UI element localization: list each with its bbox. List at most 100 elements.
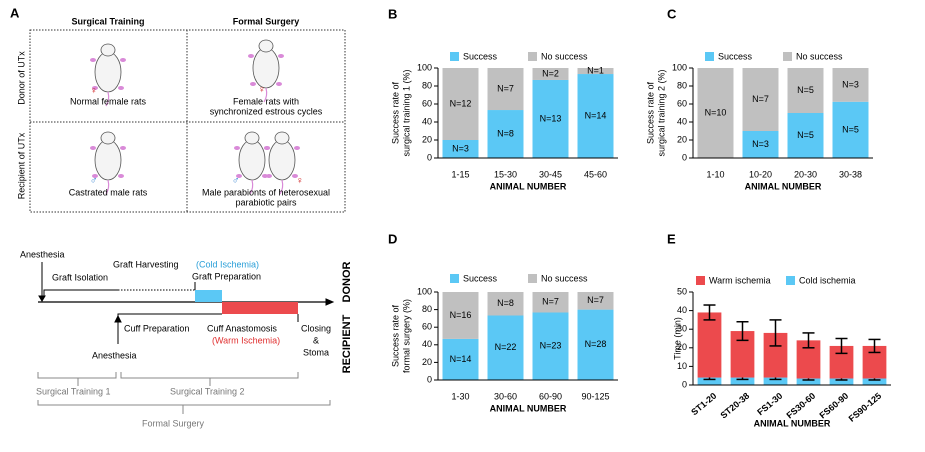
bar-segment [487, 292, 524, 316]
y-tick-label: 100 [672, 62, 687, 72]
x-tick-label: ST20-38 [718, 391, 751, 421]
bar-segment [796, 378, 821, 385]
y-tick-label: 80 [422, 304, 432, 314]
x-tick-label: 90-125 [581, 391, 609, 401]
role-label: RECIPIENT [341, 314, 353, 373]
legend-swatch [528, 274, 537, 283]
x-tick-label: FS90-125 [847, 391, 884, 424]
bar-label: N=5 [797, 85, 814, 95]
cell-label: Male parabionts of heterosexual [202, 187, 330, 197]
cell-label: parabiotic pairs [235, 197, 297, 207]
bar-label: N=3 [752, 139, 769, 149]
bar-segment [763, 332, 788, 378]
bar-segment [787, 68, 824, 113]
step-label: Anesthesia [20, 249, 65, 259]
cell-label: synchronized estrous cycles [210, 106, 323, 116]
x-tick-label: 30-60 [494, 391, 517, 401]
x-tick-label: 15-30 [494, 169, 517, 179]
bar-segment [577, 68, 614, 75]
bar-label: N=28 [585, 339, 607, 349]
bar-label: N=3 [452, 143, 469, 153]
bar-segment [442, 68, 479, 140]
x-tick-label: 1-15 [451, 169, 469, 179]
y-tick-label: 0 [427, 152, 432, 162]
rat-icon [247, 39, 285, 103]
x-tick-label: 10-20 [749, 169, 772, 179]
bar-label: N=8 [497, 128, 514, 138]
y-tick-label: 80 [422, 80, 432, 90]
legend-swatch [528, 52, 537, 61]
step-label: (Warm Ischemia) [212, 335, 280, 345]
bar-label: N=7 [587, 295, 604, 305]
bar-label: N=7 [542, 297, 559, 307]
column-header: Formal Surgery [233, 16, 300, 26]
y-axis-label: surgical training 2 (%) [656, 69, 666, 156]
y-tick-label: 80 [677, 80, 687, 90]
y-axis-label: Success rate of [390, 304, 400, 367]
x-tick-label: 30-38 [839, 169, 862, 179]
step-label: Graft Preparation [192, 271, 261, 281]
step-label: & [313, 335, 319, 345]
bar-segment [862, 345, 887, 379]
y-tick-label: 40 [677, 116, 687, 126]
x-axis-label: ANIMAL NUMBER [745, 181, 822, 191]
warm-ischemia-block [222, 302, 298, 314]
bar-label: N=2 [542, 68, 559, 78]
x-tick-label: 1-30 [451, 391, 469, 401]
y-tick-label: 40 [677, 305, 687, 315]
legend-label: Success [463, 51, 498, 61]
x-tick-label: 20-30 [794, 169, 817, 179]
bar-label: N=12 [450, 98, 472, 108]
step-label: Closing [301, 323, 331, 333]
bar-segment [742, 131, 779, 158]
bar-label: N=14 [585, 110, 607, 120]
legend-swatch [705, 52, 714, 61]
column-header: Surgical Training [71, 16, 144, 26]
panel-letter: C [667, 6, 677, 21]
x-tick-label: FS1-30 [755, 391, 784, 418]
bar-segment [730, 331, 755, 378]
legend-swatch [696, 276, 705, 285]
legend-swatch [783, 52, 792, 61]
panel-letter: A [10, 5, 20, 20]
legend-label: Warm ischemia [709, 275, 771, 285]
bar-segment [697, 68, 734, 158]
cell-label: Female rats with [233, 96, 299, 106]
bar-segment [763, 377, 788, 385]
step-label: Stoma [303, 347, 329, 357]
y-tick-label: 0 [427, 374, 432, 384]
panel-letter: B [388, 6, 397, 21]
arrowhead [325, 298, 335, 306]
cold-ischemia-block [195, 290, 222, 302]
bar-segment [796, 340, 821, 379]
bar-label: N=16 [450, 310, 472, 320]
legend-label: Cold ischemia [799, 275, 856, 285]
step-label: Graft Harvesting [113, 259, 179, 269]
legend-label: No success [541, 273, 588, 283]
legend-label: Success [463, 273, 498, 283]
bar-segment [862, 378, 887, 385]
bar-label: N=13 [540, 113, 562, 123]
bracket [43, 289, 118, 296]
phase-label: Surgical Training 2 [170, 386, 245, 396]
y-axis-label: Success rate of [390, 81, 400, 144]
bar-label: N=5 [797, 130, 814, 140]
step-label: Anesthesia [92, 350, 137, 360]
y-tick-label: 100 [417, 286, 432, 296]
timeline-labels: Anesthesia Graft Isolation Graft Harvest… [20, 249, 353, 428]
bar-segment [697, 312, 722, 378]
bracket [37, 372, 117, 379]
bar-label: N=14 [450, 354, 472, 364]
legend-swatch [450, 52, 459, 61]
legend-label: Success [718, 51, 753, 61]
x-tick-label: 45-60 [584, 169, 607, 179]
timeline [37, 262, 335, 414]
bar-label: N=7 [497, 83, 514, 93]
y-tick-label: 100 [417, 62, 432, 72]
bar-segment [442, 292, 479, 339]
y-tick-label: 30 [677, 324, 687, 334]
step-label: Cuff Preparation [124, 323, 189, 333]
bar-label: N=7 [752, 94, 769, 104]
step-label: (Cold Ischemia) [196, 259, 259, 269]
